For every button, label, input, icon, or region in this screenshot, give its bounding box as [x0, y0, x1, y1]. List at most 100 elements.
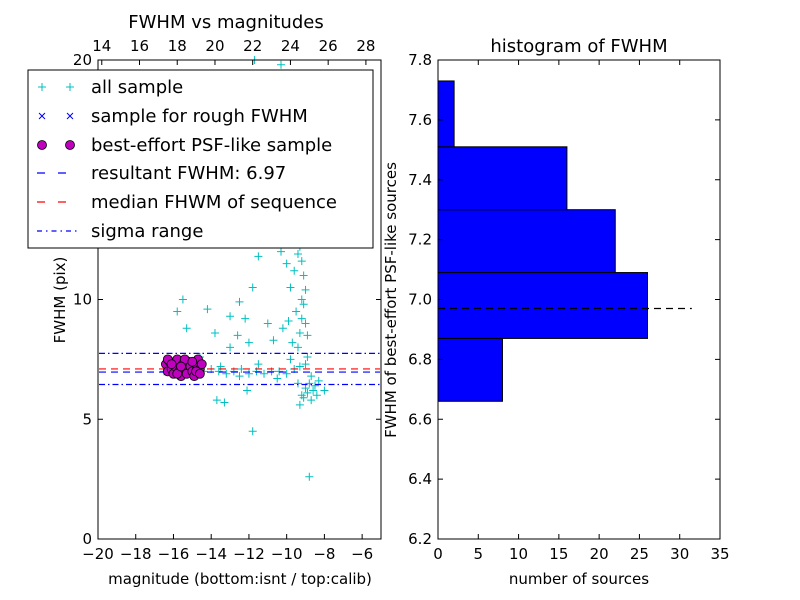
all-sample-point: [293, 249, 302, 258]
all-sample-point: [277, 247, 286, 256]
histogram-ytick-label: 7.4: [408, 171, 432, 189]
scatter-top-xtick-label: 24: [281, 37, 300, 55]
scatter-top-xtick-label: 18: [168, 37, 187, 55]
histogram-ytick-label: 6.2: [408, 530, 432, 548]
all-sample-point: [243, 386, 252, 395]
all-sample-point: [284, 317, 293, 326]
all-sample-point: [295, 329, 304, 338]
histogram-xtick-label: 35: [710, 545, 729, 563]
all-sample-point: [263, 319, 272, 328]
all-sample-point: [220, 398, 229, 407]
all-sample-point: [303, 352, 312, 361]
histogram-ticks: 0 5 10 15 20 25 30 35 6.2 6.4 6.6 6.8 7.0 7.2 7.4 7.6 7.…: [408, 51, 729, 563]
all-sample-point: [248, 283, 257, 292]
all-sample-point: [286, 355, 295, 364]
all-sample-point: [226, 343, 235, 352]
all-sample-point: [235, 297, 244, 306]
legend-box: [27, 69, 374, 249]
all-sample-point: [286, 283, 295, 292]
all-sample-point: [295, 362, 304, 371]
all-sample-point: [303, 331, 312, 340]
all-sample-point: [244, 338, 253, 347]
histogram-xtick-label: 15: [549, 545, 568, 563]
histogram-ytick-label: 7.0: [408, 291, 432, 309]
all-sample-point: [173, 307, 182, 316]
scatter-ylabel: FWHM (pix): [51, 257, 69, 344]
all-sample-point: [244, 369, 253, 378]
all-sample-point: [203, 305, 212, 314]
scatter-top-xtick-label: 26: [319, 37, 338, 55]
all-sample-point: [297, 257, 306, 266]
histogram-bar: [437, 80, 455, 148]
best-effort-sample-point: [166, 359, 177, 370]
all-sample-point: [305, 472, 314, 481]
all-sample-point: [282, 369, 291, 378]
scatter-panel: FWHM vs magnitudes −20 −18 −16 −14 −12 −10 −8−…: [27, 12, 382, 588]
scatter-title: FWHM vs magnitudes: [128, 12, 323, 33]
histogram-ylabel: FWHM of best-effort PSF-like sources: [382, 162, 400, 438]
histogram-xtick-label: 5: [474, 545, 484, 563]
histogram-ytick-label: 6.6: [408, 410, 432, 428]
histogram-panel: histogram of FWHM 0 5 10 15 20 25 30 35 6.2 6.4 6.…: [382, 36, 730, 588]
all-sample-point: [182, 324, 191, 333]
all-sample-point: [248, 427, 257, 436]
all-sample-point: [288, 338, 297, 347]
all-sample-point: [295, 400, 304, 409]
all-sample-point: [293, 343, 302, 352]
legend-handle-rough-sample: [38, 112, 46, 120]
all-sample-point: [277, 60, 286, 69]
all-sample-point: [301, 360, 310, 369]
all-sample-point: [290, 266, 299, 275]
all-sample-point: [299, 300, 308, 309]
scatter-xtick-label: −18: [120, 545, 152, 563]
all-sample-point: [307, 372, 316, 381]
all-sample-point: [273, 374, 282, 383]
all-sample-point: [278, 324, 287, 333]
legend-handle-best-effort: [65, 140, 75, 150]
all-sample-point: [309, 386, 318, 395]
scatter-ytick-label: 20: [73, 51, 92, 69]
scatter-top-xtick-label: 22: [243, 37, 262, 55]
all-sample-point: [241, 314, 250, 323]
histogram-xtick-label: 25: [630, 545, 649, 563]
all-sample-point: [282, 259, 291, 268]
all-sample-point: [297, 295, 306, 304]
histogram-bar: [437, 337, 503, 402]
all-sample-point: [222, 369, 231, 378]
histogram-xtick-label: 0: [433, 545, 443, 563]
legend-handle-all-sample: [38, 83, 46, 91]
all-sample-point: [260, 369, 269, 378]
legend-label-sigma-range: sigma range: [91, 221, 203, 242]
legend-label-resultant-fwhm: resultant FWHM: 6.97: [91, 163, 286, 184]
all-sample-point: [254, 252, 263, 261]
all-sample-point: [301, 285, 310, 294]
legend-label-all-sample: all sample: [91, 77, 183, 98]
legend-label-median-fwhm: median FHWM of sequence: [91, 192, 337, 213]
all-sample-point: [293, 379, 302, 388]
histogram-xtick-label: 10: [509, 545, 528, 563]
all-sample-point: [320, 386, 329, 395]
all-sample-point: [301, 384, 310, 393]
best-effort-sample-point: [176, 361, 186, 372]
scatter-ytick-label: 5: [82, 410, 92, 428]
histogram-marks: [437, 80, 692, 402]
all-sample-point: [297, 391, 306, 400]
histogram-ytick-label: 6.8: [408, 350, 432, 368]
all-sample-point: [301, 319, 310, 328]
scatter-legend: all sample sample for rough FWHM best-ef…: [27, 69, 374, 249]
all-sample-point: [310, 381, 319, 390]
scatter-top-xtick-label: 16: [130, 37, 149, 55]
scatter-xtick-label: −16: [158, 545, 190, 563]
histogram-xtick-label: 30: [670, 545, 689, 563]
scatter-xtick-label: −8: [313, 545, 335, 563]
histogram-ytick-label: 7.8: [408, 51, 432, 69]
histogram-ytick-label: 6.4: [408, 470, 432, 488]
all-sample-point: [269, 336, 278, 345]
histogram-ytick-label: 7.2: [408, 231, 432, 249]
legend-label-rough-sample: sample for rough FWHM: [91, 106, 308, 127]
scatter-xtick-label: −6: [351, 545, 373, 563]
all-sample-point: [299, 271, 308, 280]
scatter-xlabel: magnitude (bottom:isnt / top:calib): [108, 570, 372, 588]
scatter-xtick-label: −10: [271, 545, 303, 563]
